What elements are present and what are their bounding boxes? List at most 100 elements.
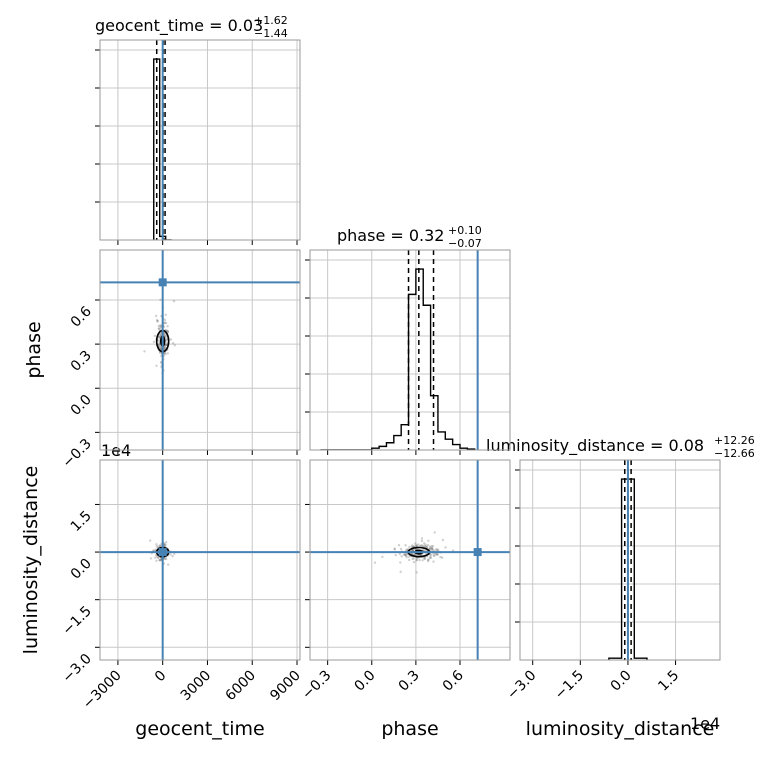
sample-point xyxy=(404,554,408,557)
truth-marker xyxy=(473,548,482,557)
axes-frame xyxy=(309,249,511,451)
sample-point xyxy=(399,570,402,574)
sample-point xyxy=(431,548,434,551)
truth-marker xyxy=(158,278,167,287)
sample-point xyxy=(408,545,411,549)
sample-point xyxy=(155,318,159,322)
sample-point xyxy=(167,563,170,566)
sample-point xyxy=(155,543,158,546)
sample-point xyxy=(156,320,159,323)
tick-label-phase: 0.0 xyxy=(68,392,95,419)
offset-text-luminosity-distance-x: 1e4 xyxy=(690,714,720,733)
sample-point xyxy=(163,345,167,349)
sample-point xyxy=(154,548,157,551)
sample-point xyxy=(435,549,438,552)
sample-point xyxy=(404,553,407,557)
sample-point xyxy=(158,336,161,339)
truth-marker xyxy=(158,548,167,557)
sample-point xyxy=(158,343,161,346)
sample-point xyxy=(411,548,414,552)
sample-point xyxy=(419,544,423,547)
sample-point xyxy=(406,548,409,551)
sample-point xyxy=(426,543,430,547)
sample-point xyxy=(166,330,170,334)
sample-point xyxy=(422,542,426,545)
sample-point xyxy=(436,553,439,557)
sample-point xyxy=(399,547,403,551)
sample-point xyxy=(165,338,168,341)
sample-point xyxy=(166,329,169,333)
sample-point xyxy=(433,554,436,558)
sample-point xyxy=(158,345,161,349)
panel-phase-vs-phase xyxy=(305,249,511,455)
sample-point xyxy=(166,329,169,333)
sample-point xyxy=(157,324,160,328)
panel-luminosity_distance-vs-luminosity_distance: −3.0 −1.5 0.0 1.5 xyxy=(504,459,721,703)
sample-point xyxy=(157,339,160,342)
sample-point xyxy=(163,321,167,325)
xlabel-geocent-time: geocent_time xyxy=(135,718,264,740)
sample-point xyxy=(423,557,427,560)
sample-point xyxy=(423,545,427,548)
sample-point xyxy=(159,559,162,562)
sample-point xyxy=(158,558,161,562)
sample-point xyxy=(435,547,438,551)
sample-point xyxy=(164,334,167,338)
sample-point xyxy=(426,559,430,563)
sample-point xyxy=(164,313,167,317)
title-geocent-time: geocent_time = 0.03 xyxy=(95,16,263,36)
sample-point xyxy=(156,319,159,323)
axes-frame xyxy=(519,459,721,661)
histogram-geocent_time xyxy=(153,58,172,240)
sample-point xyxy=(430,544,433,548)
sample-point xyxy=(393,548,397,551)
sample-point xyxy=(159,346,162,349)
tick-label-phase: 0.6 xyxy=(440,667,467,694)
sample-point xyxy=(169,553,172,556)
sample-point xyxy=(402,553,406,556)
sample-point xyxy=(153,334,156,338)
sample-point xyxy=(412,545,415,548)
sample-point xyxy=(164,543,167,546)
sample-point xyxy=(163,557,167,561)
title-luminosity-distance: luminosity_distance = 0.08 xyxy=(486,436,704,456)
sample-point xyxy=(163,346,166,350)
sample-point xyxy=(393,547,396,550)
sample-point xyxy=(143,350,146,353)
sample-point xyxy=(403,552,407,556)
sample-point xyxy=(158,544,161,548)
tick-label-phase: 0.0 xyxy=(352,668,379,695)
tick-label-luminosity_distance: 1.5 xyxy=(68,508,95,535)
sample-point xyxy=(164,343,168,347)
sample-point xyxy=(164,321,168,325)
sample-point xyxy=(420,539,424,543)
sample-point xyxy=(400,555,403,558)
sample-point xyxy=(157,556,160,559)
sample-point xyxy=(413,552,416,556)
sample-point xyxy=(428,556,432,559)
axes-frame xyxy=(99,459,301,661)
sample-point xyxy=(163,318,167,322)
sample-point xyxy=(428,545,432,548)
sample-point xyxy=(157,327,160,330)
sample-point xyxy=(166,352,170,355)
tick-label-luminosity_distance: 0.0 xyxy=(608,668,635,695)
tick-label-geocent_time: 0 xyxy=(152,668,170,686)
sample-point xyxy=(435,553,438,556)
sample-point xyxy=(427,558,430,562)
sample-point xyxy=(165,343,168,347)
sample-point xyxy=(159,325,162,328)
sample-point xyxy=(424,545,427,548)
sample-point xyxy=(155,545,159,548)
sample-point xyxy=(173,552,176,556)
sample-point xyxy=(165,540,168,544)
tick-label-geocent_time: −3000 xyxy=(80,668,125,713)
sample-point xyxy=(155,364,158,367)
sample-point xyxy=(420,544,424,547)
panel-phase-vs-geocent_time: −0.3 0.0 0.3 0.6 xyxy=(59,249,301,471)
sample-point xyxy=(415,571,418,574)
sample-point xyxy=(427,539,430,542)
sample-point xyxy=(430,547,433,550)
sample-point xyxy=(171,554,174,558)
